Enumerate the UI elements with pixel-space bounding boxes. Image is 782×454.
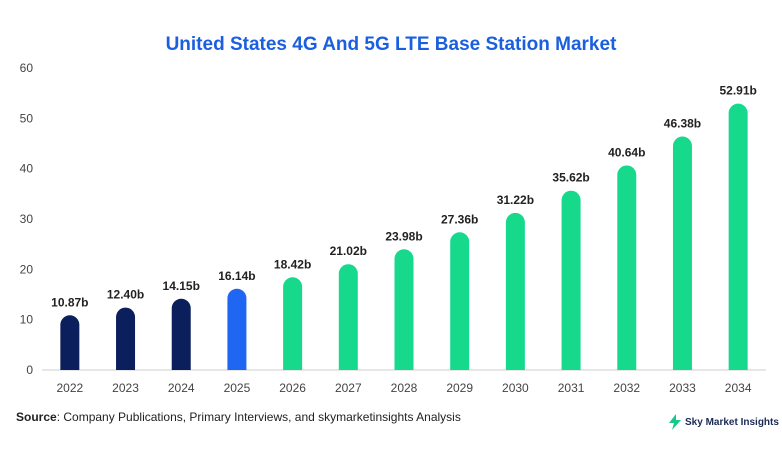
bar-2028	[394, 249, 414, 370]
bar-2025	[227, 288, 247, 370]
bar-value-label: 52.91b	[719, 84, 756, 98]
bar-2024	[171, 298, 191, 370]
bar-2023	[116, 307, 136, 370]
x-tick-label: 2030	[502, 381, 529, 395]
bar-2029	[450, 232, 470, 370]
x-tick-label: 2027	[335, 381, 362, 395]
bar-value-label: 31.22b	[497, 193, 534, 207]
x-tick-label: 2029	[446, 381, 473, 395]
bar-2034	[728, 103, 748, 370]
bar-2032	[617, 165, 637, 370]
x-axis: 2022 2023 2024 2025 2026 2027 2028 2029 2030 2031…	[56, 381, 751, 395]
source-text: : Company Publications, Primary Intervie…	[56, 410, 461, 424]
bar-value-label: 21.02b	[330, 244, 367, 258]
bar-2026	[283, 277, 303, 370]
y-tick-label: 60	[20, 61, 34, 75]
x-tick-label: 2025	[224, 381, 251, 395]
lightning-bolt-icon	[669, 414, 681, 430]
bar-2027	[338, 264, 358, 370]
bar-value-label: 40.64b	[608, 145, 645, 159]
bar-value-label: 16.14b	[218, 269, 255, 283]
y-tick-label: 40	[20, 162, 34, 176]
y-tick-label: 0	[26, 363, 33, 377]
bar-2022	[60, 315, 80, 370]
bar-value-label: 27.36b	[441, 212, 478, 226]
y-tick-label: 50	[20, 111, 34, 125]
bar-value-label: 23.98b	[385, 229, 422, 243]
bar-value-label: 14.15b	[163, 279, 200, 293]
x-tick-label: 2031	[558, 381, 585, 395]
brand-name: Sky Market Insights	[685, 416, 779, 428]
bar-2033	[672, 136, 692, 370]
chart-title: United States 4G And 5G LTE Base Station…	[165, 34, 617, 55]
brand-logo: Sky Market Insights	[668, 414, 779, 430]
bar-value-label: 46.38b	[664, 117, 701, 131]
bars	[60, 103, 748, 370]
x-tick-label: 2028	[391, 381, 418, 395]
bar-2030	[505, 212, 525, 370]
bar-value-label: 18.42b	[274, 257, 311, 271]
x-tick-label: 2034	[725, 381, 752, 395]
y-tick-label: 20	[20, 262, 34, 276]
x-tick-label: 2033	[669, 381, 696, 395]
bar-value-labels: 10.87b 12.40b 14.15b 16.14b 18.42b 21.02b 23.9…	[51, 84, 757, 310]
x-tick-label: 2023	[112, 381, 139, 395]
x-tick-label: 2032	[613, 381, 640, 395]
bar-value-label: 10.87b	[51, 295, 88, 309]
y-tick-label: 30	[20, 212, 34, 226]
y-tick-label: 10	[20, 313, 34, 327]
source-label: Source	[16, 410, 57, 424]
bar-value-label: 35.62b	[552, 171, 589, 185]
x-tick-label: 2024	[168, 381, 195, 395]
bar-2031	[561, 190, 581, 370]
x-tick-label: 2022	[56, 381, 83, 395]
source-note: Source: Company Publications, Primary In…	[16, 410, 461, 424]
y-axis: 0 10 20 30 40 50 60	[20, 61, 34, 377]
x-tick-label: 2026	[279, 381, 306, 395]
bar-value-label: 12.40b	[107, 288, 144, 302]
